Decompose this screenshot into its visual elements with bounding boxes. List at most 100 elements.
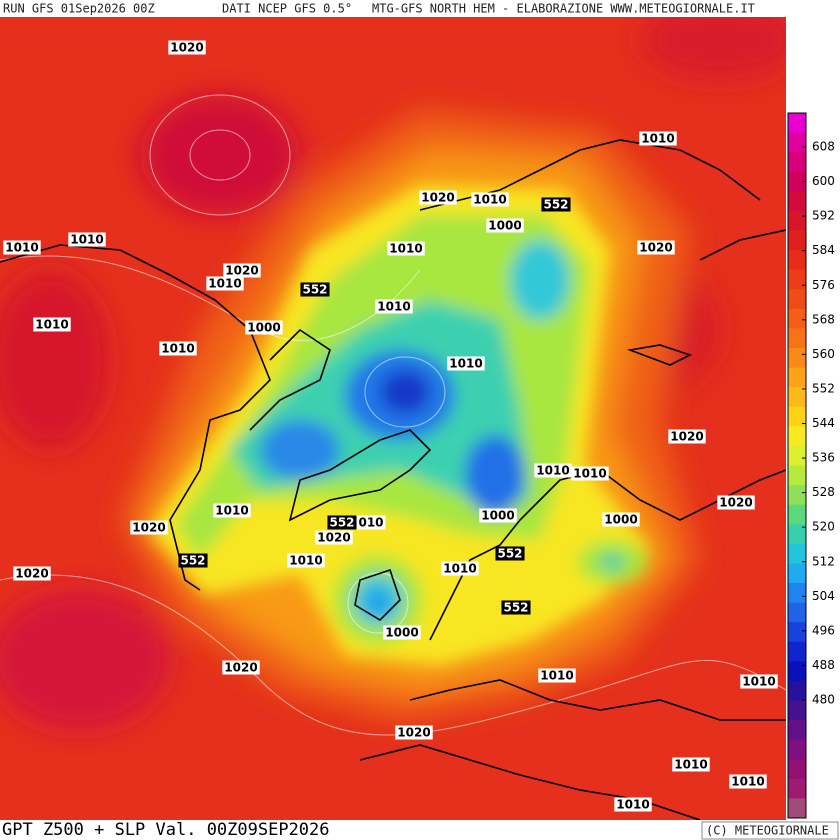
isobar-label-box bbox=[740, 674, 778, 689]
colorbar-swatch bbox=[788, 230, 806, 251]
isobar-label: 1010 bbox=[35, 318, 68, 332]
isobar-label: 1010 bbox=[377, 300, 410, 314]
isobar-label-box bbox=[159, 341, 197, 356]
isobar-label: 1010 bbox=[289, 554, 322, 568]
isobar-label-box bbox=[479, 508, 517, 523]
colorbar-frame bbox=[787, 112, 807, 819]
colorbar-swatch bbox=[788, 622, 806, 643]
isobar-label: 1020 bbox=[224, 661, 257, 675]
isobar-label-box bbox=[245, 320, 283, 335]
isobar-label: 1010 bbox=[215, 504, 248, 518]
isobar-label-box bbox=[447, 356, 485, 371]
isobar-label: 1010 bbox=[536, 464, 569, 478]
colorbar-label: 488 bbox=[812, 658, 835, 672]
isobar-label-box bbox=[441, 561, 479, 576]
colorbar-swatch bbox=[788, 680, 806, 701]
isobar-label: 1020 bbox=[421, 191, 454, 205]
z500-label: 552 bbox=[302, 283, 327, 297]
colorbar-swatch bbox=[788, 739, 806, 760]
colorbar-swatch bbox=[788, 426, 806, 447]
colorbar-label: 480 bbox=[812, 693, 835, 707]
colorbar-swatch bbox=[788, 210, 806, 231]
z500-label-box bbox=[327, 515, 357, 530]
isobar-label: 1010 bbox=[473, 193, 506, 207]
colorbar-swatch bbox=[788, 524, 806, 545]
colorbar-swatch bbox=[788, 563, 806, 584]
colorbar-swatch bbox=[788, 348, 806, 369]
colorbar-label: 544 bbox=[812, 416, 835, 430]
colorbar-swatch bbox=[788, 720, 806, 741]
isobar-label: 1020 bbox=[670, 430, 703, 444]
isobar-label-box bbox=[13, 566, 51, 581]
isobar-label-box bbox=[486, 218, 524, 233]
colorbar-swatch bbox=[788, 250, 806, 271]
isobar-label-box bbox=[538, 668, 576, 683]
z500-label: 552 bbox=[497, 547, 522, 561]
isobar-label-box bbox=[383, 625, 421, 640]
colorbar-label: 496 bbox=[812, 623, 835, 637]
colorbar-swatch bbox=[788, 269, 806, 290]
colorbar-swatch bbox=[788, 641, 806, 662]
isobar-label: 1010 bbox=[641, 132, 674, 146]
colorbar-swatch bbox=[788, 504, 806, 525]
isobar-label-box bbox=[637, 240, 675, 255]
isobar-label-box bbox=[168, 40, 206, 55]
colorbar-swatch bbox=[788, 132, 806, 153]
source-label: DATI NCEP GFS 0.5° bbox=[222, 2, 352, 16]
isobar-label: 1010 bbox=[5, 241, 38, 255]
isobar-label-box bbox=[639, 131, 677, 146]
isobar-label-box bbox=[130, 520, 168, 535]
isobar-label: 1020 bbox=[639, 241, 672, 255]
isobar-label: 1020 bbox=[719, 496, 752, 510]
isobar-label-box bbox=[68, 232, 106, 247]
isobar-label: 1020 bbox=[15, 567, 48, 581]
colorbar-label: 592 bbox=[812, 209, 835, 223]
isobar-label-box bbox=[395, 725, 433, 740]
isobar-label: 1010 bbox=[540, 669, 573, 683]
colorbar-label: 528 bbox=[812, 485, 835, 499]
colorbar-label: 560 bbox=[812, 347, 835, 361]
isobar-label: 1010 bbox=[731, 775, 764, 789]
footer-title: GPT Z500 + SLP Val. 00Z09SEP2026 bbox=[2, 820, 330, 840]
isobar-label: 1000 bbox=[385, 626, 418, 640]
colorbar-swatch bbox=[788, 289, 806, 310]
z500-label: 552 bbox=[543, 198, 568, 212]
isobar-label-box bbox=[223, 263, 261, 278]
isobar-label-box bbox=[213, 503, 251, 518]
isobar-label-box bbox=[387, 241, 425, 256]
colorbar-swatch bbox=[788, 602, 806, 623]
colorbar-label: 536 bbox=[812, 451, 835, 465]
isobar-label-box bbox=[717, 495, 755, 510]
isobar-label: 1000 bbox=[481, 509, 514, 523]
colorbar-label: 520 bbox=[812, 520, 835, 534]
isobar-label-box bbox=[315, 530, 353, 545]
z500-label-box bbox=[541, 197, 571, 212]
isobar-label: 1010 bbox=[208, 277, 241, 291]
colorbar-swatch bbox=[788, 152, 806, 173]
colorbar-swatch bbox=[788, 191, 806, 212]
colorbar-label: 576 bbox=[812, 278, 835, 292]
colorbar-swatch bbox=[788, 465, 806, 486]
isobar-label: 1010 bbox=[573, 467, 606, 481]
isobar-label: 1020 bbox=[132, 521, 165, 535]
colorbar-label: 608 bbox=[812, 140, 835, 154]
colorbar-swatch bbox=[788, 406, 806, 427]
contour-labels: 1020 1010 1020 1010 1000 1010 1010 1010 1020 1020… bbox=[3, 40, 778, 812]
isobar-label: 1010 bbox=[742, 675, 775, 689]
map-field bbox=[0, 17, 786, 820]
isobar-label: 1010 bbox=[70, 233, 103, 247]
colorbar-swatch bbox=[788, 113, 806, 134]
isobar-label: 010 bbox=[358, 516, 383, 530]
colorbar-label: 512 bbox=[812, 554, 835, 568]
isobar-label: 1020 bbox=[397, 726, 430, 740]
z500-label-box bbox=[501, 600, 531, 615]
colorbar-swatch bbox=[788, 328, 806, 349]
colorbar-swatch bbox=[788, 700, 806, 721]
z500-label-box bbox=[300, 282, 330, 297]
isobar-label: 1010 bbox=[449, 357, 482, 371]
colorbar-swatch bbox=[788, 798, 806, 819]
colorbar-swatch bbox=[788, 445, 806, 466]
isobar-label: 1020 bbox=[170, 41, 203, 55]
isobar-label: 1010 bbox=[443, 562, 476, 576]
